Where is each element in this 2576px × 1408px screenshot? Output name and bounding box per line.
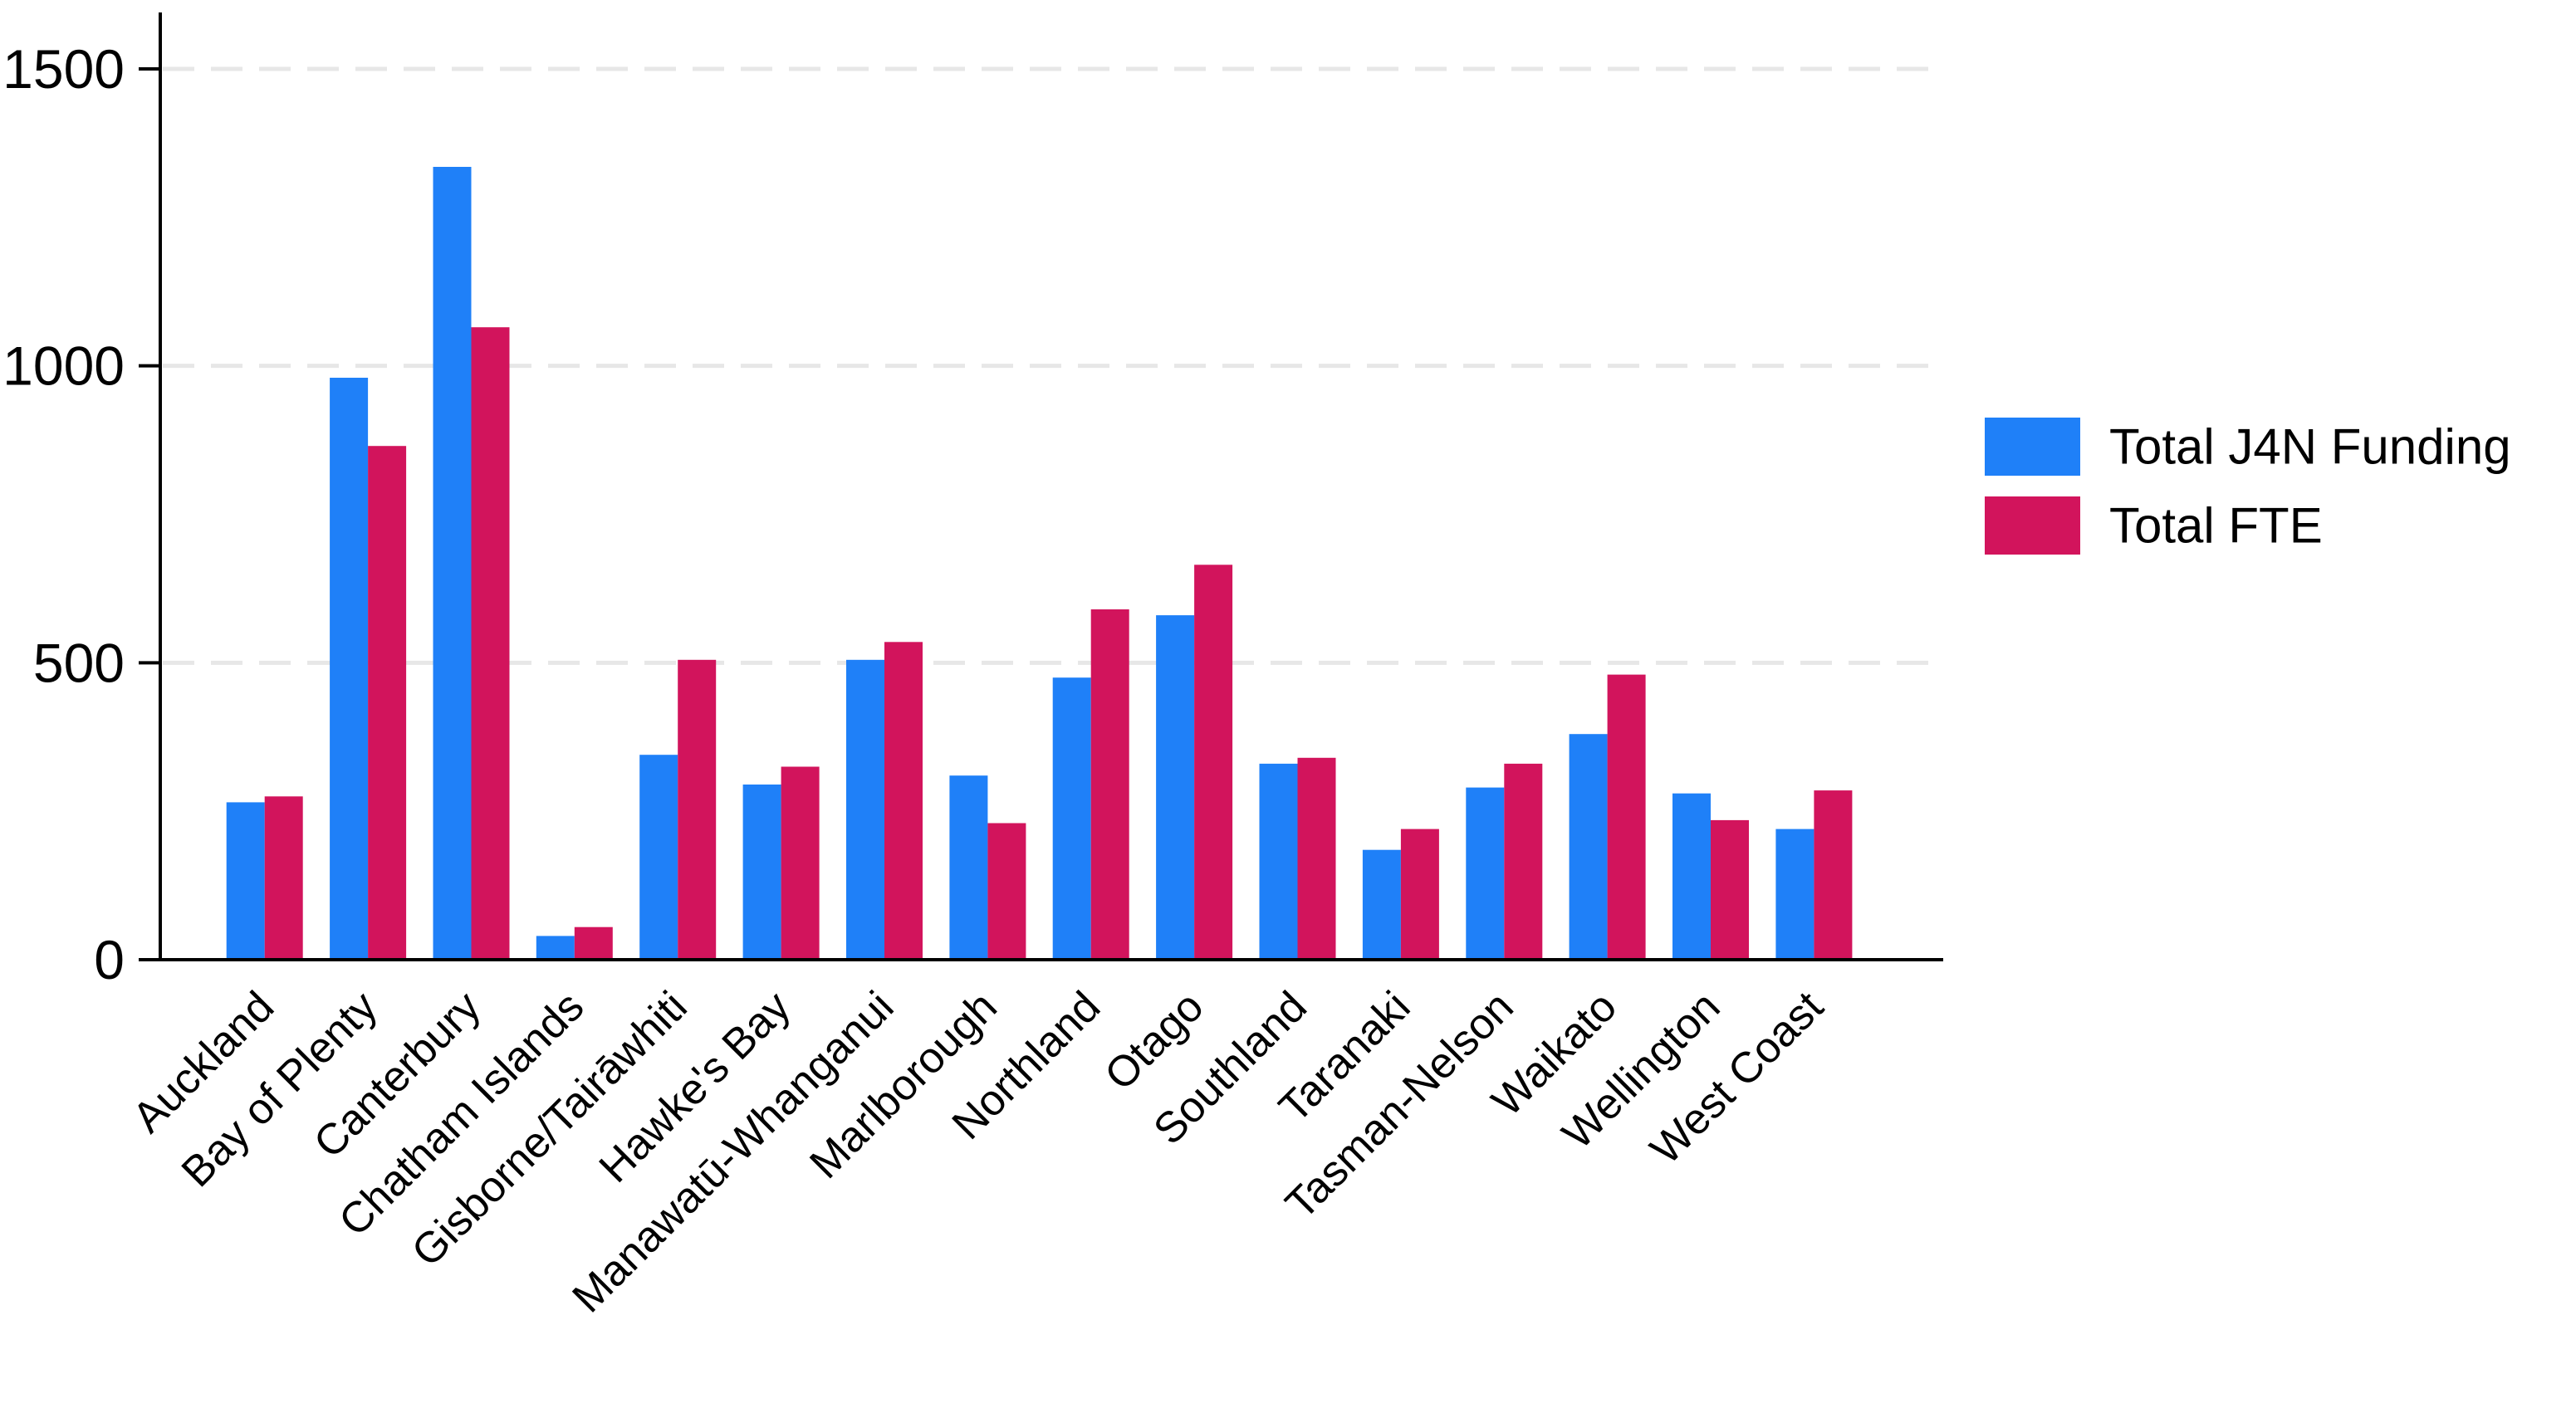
bar-gisborne-tair-whiti-total-fte [678, 659, 717, 960]
bar-gisborne-tair-whiti-total-j4n-funding [639, 755, 678, 960]
bar-otago-total-fte [1194, 565, 1233, 960]
y-tick-label-1500: 1500 [2, 38, 125, 100]
bar-manawat-whanganui-total-j4n-funding [846, 659, 884, 960]
bar-marlborough-total-j4n-funding [949, 775, 988, 960]
bar-waikato-total-j4n-funding [1569, 734, 1608, 960]
bar-west-coast-total-j4n-funding [1775, 829, 1814, 960]
bar-waikato-total-fte [1607, 674, 1646, 960]
bar-bay-of-plenty-total-fte [368, 446, 407, 960]
bar-hawke-s-bay-total-fte [781, 766, 820, 960]
bar-auckland-total-fte [264, 796, 303, 960]
bar-tasman-nelson-total-j4n-funding [1466, 787, 1505, 960]
bar-northland-total-fte [1090, 609, 1129, 960]
y-tick-label-500: 500 [33, 632, 125, 693]
bar-wellington-total-fte [1711, 819, 1749, 960]
legend-swatch-total-fte [1985, 496, 2080, 555]
legend-swatch-total-j4n-funding [1985, 418, 2080, 476]
bar-marlborough-total-fte [987, 823, 1026, 960]
y-tick-label-0: 0 [94, 929, 125, 990]
bar-southland-total-fte [1297, 757, 1336, 960]
legend-label-total-j4n-funding: Total J4N Funding [2109, 419, 2511, 475]
bar-hawke-s-bay-total-j4n-funding [742, 785, 781, 960]
bar-wellington-total-j4n-funding [1672, 793, 1711, 960]
bar-auckland-total-j4n-funding [226, 802, 265, 960]
bar-taranaki-total-j4n-funding [1362, 849, 1401, 960]
bar-tasman-nelson-total-fte [1504, 763, 1543, 960]
bar-canterbury-total-fte [471, 327, 510, 960]
bar-chatham-islands-total-j4n-funding [536, 936, 575, 960]
bar-southland-total-j4n-funding [1259, 763, 1298, 960]
legend-label-total-fte: Total FTE [2109, 498, 2323, 554]
bar-canterbury-total-j4n-funding [433, 167, 472, 960]
bar-bay-of-plenty-total-j4n-funding [330, 378, 369, 960]
bar-otago-total-j4n-funding [1156, 615, 1195, 960]
bar-taranaki-total-fte [1400, 829, 1439, 960]
bar-manawat-whanganui-total-fte [884, 642, 923, 960]
bar-west-coast-total-fte [1814, 790, 1853, 960]
bar-chatham-islands-total-fte [574, 926, 613, 960]
bar-northland-total-j4n-funding [1052, 677, 1091, 960]
y-tick-label-1000: 1000 [2, 335, 125, 397]
